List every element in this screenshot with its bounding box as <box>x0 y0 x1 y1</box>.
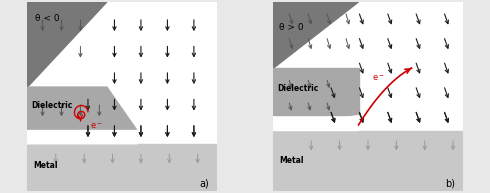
Polygon shape <box>273 115 359 130</box>
Text: b): b) <box>445 178 455 188</box>
Bar <box>27 144 217 191</box>
Text: a): a) <box>199 178 209 188</box>
Polygon shape <box>273 68 359 115</box>
Bar <box>273 130 463 191</box>
Polygon shape <box>27 87 137 130</box>
Text: Dielectric: Dielectric <box>31 101 73 110</box>
Polygon shape <box>273 2 359 68</box>
Text: Dielectric: Dielectric <box>277 84 318 93</box>
Polygon shape <box>27 130 137 144</box>
Text: e$^-$: e$^-$ <box>372 74 385 83</box>
Text: θ < 0: θ < 0 <box>35 14 60 23</box>
Text: Metal: Metal <box>33 161 58 170</box>
Polygon shape <box>27 130 137 144</box>
Text: Metal: Metal <box>279 156 304 165</box>
Polygon shape <box>27 2 107 87</box>
Text: θ > 0: θ > 0 <box>279 23 304 32</box>
Text: e$^-$: e$^-$ <box>90 121 102 131</box>
